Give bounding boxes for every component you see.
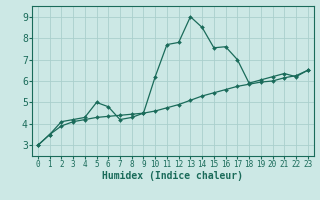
- X-axis label: Humidex (Indice chaleur): Humidex (Indice chaleur): [102, 171, 243, 181]
